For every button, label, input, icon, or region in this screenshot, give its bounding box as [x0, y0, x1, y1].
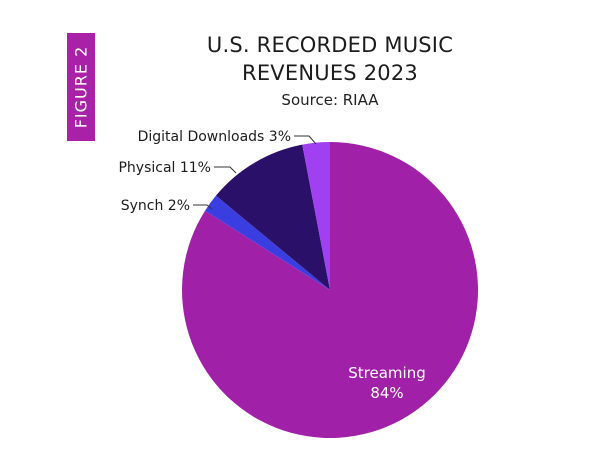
chart-title-line2: REVENUES 2023 [242, 61, 418, 85]
pie-slice-digital-downloads [302, 142, 330, 290]
slice-value-streaming: 84% [370, 384, 403, 402]
chart-title-line1: U.S. RECORDED MUSIC [206, 33, 454, 57]
callout-line-physical [214, 166, 237, 174]
slice-label-synch: Synch 2% [121, 198, 190, 214]
slice-label-digital-downloads: Digital Downloads 3% [138, 129, 291, 145]
slice-label-physical: Physical 11% [118, 160, 211, 176]
pie-slice-streaming [182, 142, 479, 438]
callout-line-synch [193, 204, 213, 210]
callout-line-digital-downloads [294, 135, 317, 145]
pie-slices [182, 142, 479, 438]
pie-callouts: Digital Downloads 3% Physical 11% Synch … [118, 129, 425, 402]
slice-label-streaming: Streaming [348, 364, 425, 382]
chart-subtitle: Source: RIAA [281, 91, 379, 109]
pie-slice-physical [215, 144, 330, 290]
pie-slice-synch [205, 195, 330, 290]
figure-label-tab: FIGURE 2 [67, 33, 95, 141]
